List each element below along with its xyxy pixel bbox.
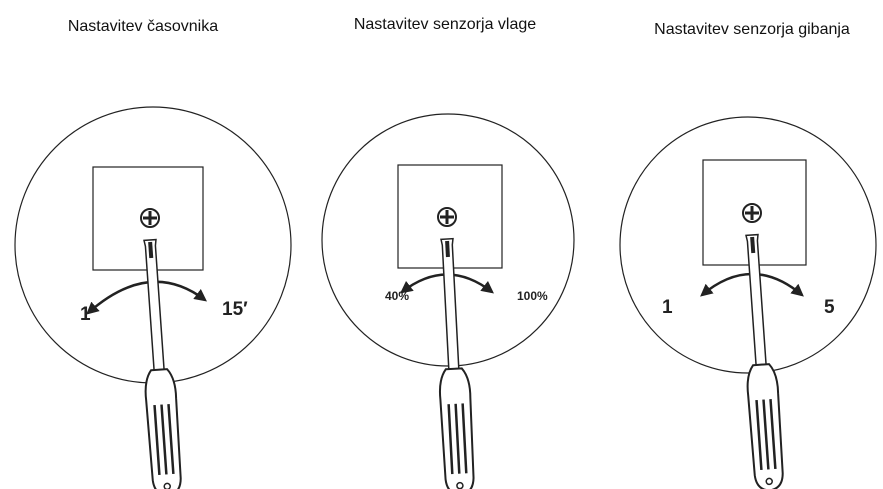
screwdriver-tip bbox=[445, 240, 450, 258]
min-label: 1 bbox=[662, 297, 673, 318]
max-label: 100% bbox=[517, 289, 548, 303]
handle-cap bbox=[765, 477, 773, 486]
screw-slot bbox=[440, 210, 454, 224]
max-label: 15′ bbox=[222, 299, 248, 320]
screw-slot bbox=[143, 211, 157, 225]
handle-grip bbox=[153, 404, 175, 476]
panel-title: Nastavitev senzorja gibanja bbox=[654, 21, 850, 38]
min-label: 40% bbox=[385, 289, 409, 303]
screw-slot bbox=[745, 206, 759, 220]
screwdriver-tip bbox=[148, 241, 154, 259]
rotation-arrow bbox=[86, 280, 207, 315]
screwdriver-tip bbox=[750, 236, 756, 254]
handle-grip bbox=[755, 399, 777, 471]
screwdriver bbox=[143, 238, 182, 489]
panel-title: Nastavitev senzorja vlage bbox=[353, 16, 537, 33]
panel-title: Nastavitev časovnika bbox=[67, 18, 219, 35]
min-label: 1′ bbox=[80, 304, 96, 325]
dial-circle bbox=[619, 116, 877, 374]
screwdriver bbox=[438, 237, 475, 489]
handle-cap bbox=[163, 482, 171, 489]
max-label: 5 bbox=[824, 297, 835, 318]
screwdriver bbox=[745, 233, 784, 489]
handle-grip bbox=[447, 403, 468, 475]
